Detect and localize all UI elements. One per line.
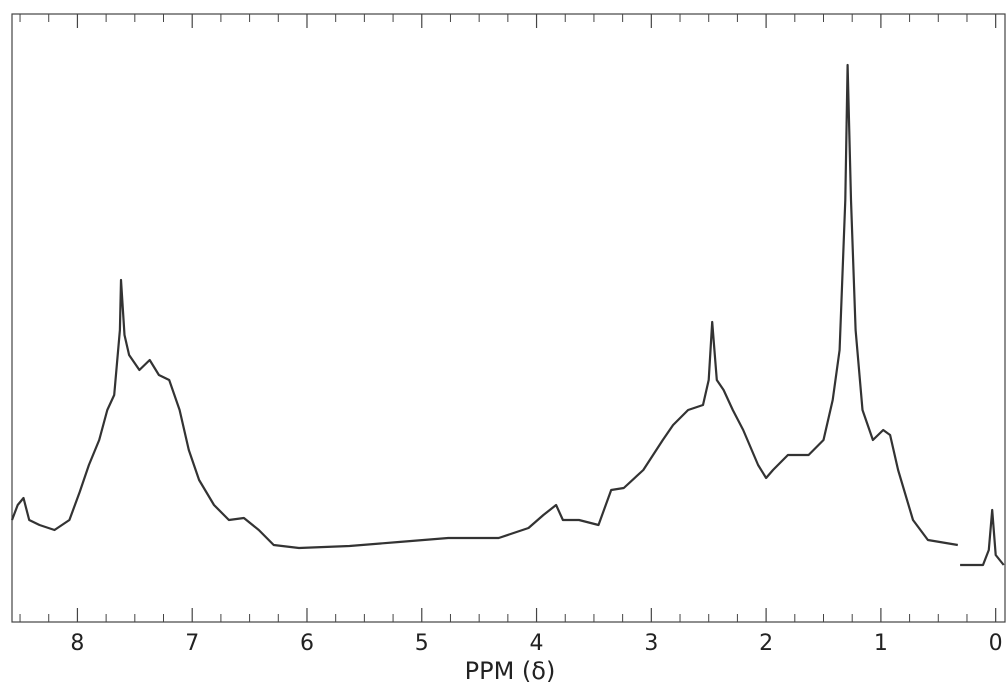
- spectrum-line: [10, 63, 1005, 567]
- plot-frame: [11, 13, 1006, 623]
- x-tick-label: 4: [530, 631, 544, 656]
- x-tick-label: 1: [874, 631, 888, 656]
- x-tick-label: 0: [989, 631, 1003, 656]
- x-tick-label: 6: [300, 631, 314, 656]
- x-tick-label: 7: [185, 631, 199, 656]
- x-axis-label: PPM (δ): [465, 657, 556, 685]
- x-tick-label: 3: [644, 631, 658, 656]
- x-tick-label: 5: [415, 631, 429, 656]
- x-tick-label: 8: [70, 631, 84, 656]
- x-tick-label: 2: [759, 631, 773, 656]
